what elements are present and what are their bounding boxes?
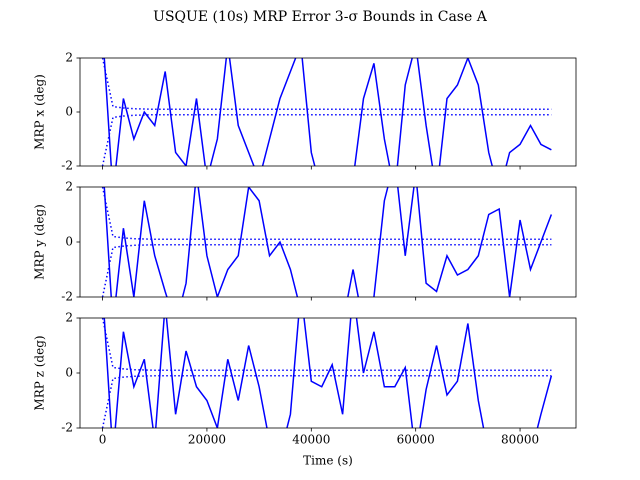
series-line [101,187,552,240]
x-tick-label: 0 [99,433,107,447]
series-line [101,318,552,371]
x-axis-label: Time (s) [303,454,353,468]
series-line [101,58,552,111]
y-axis-label: MRP z (deg) [33,335,47,410]
y-tick-label: 0 [65,235,73,249]
axes-frame [79,186,577,298]
series-line [101,244,552,297]
y-tick-label: 2 [65,180,73,194]
series-line [103,187,553,297]
y-tick-label: -2 [61,421,73,435]
x-tick-label: 80000 [501,433,539,447]
series-line [101,113,552,166]
y-axis-label: MRP x (deg) [33,74,47,150]
x-tick-label: 60000 [397,433,435,447]
axes-frame [79,57,577,167]
x-tick-label: 40000 [292,433,330,447]
series-line [103,318,553,428]
y-tick-label: 2 [65,51,73,65]
y-tick-label: -2 [61,290,73,304]
chart-title: USQUE (10s) MRP Error 3-σ Bounds in Case… [153,9,488,25]
series-line [101,375,552,428]
y-axis-label: MRP y (deg) [33,204,47,280]
x-tick-label: 20000 [188,433,226,447]
y-tick-label: 2 [65,311,73,325]
y-tick-label: 0 [65,366,73,380]
y-tick-label: 0 [65,105,73,119]
series-line [103,58,552,166]
y-tick-label: -2 [61,159,73,173]
